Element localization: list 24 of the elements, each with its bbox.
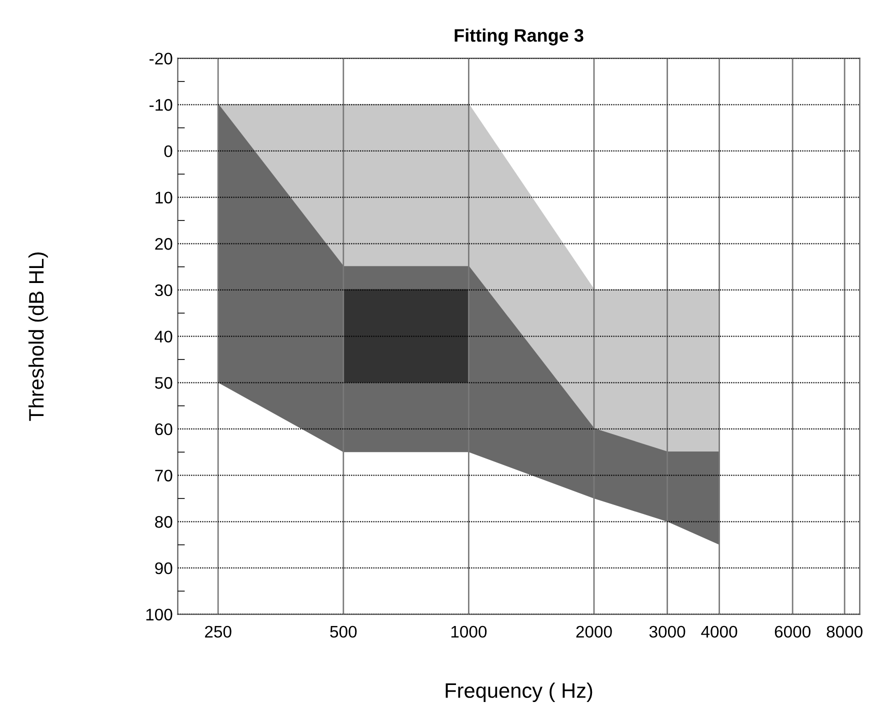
y-axis-title: Threshold (dB HL) — [28, 252, 48, 421]
x-tick-label: 2000 — [576, 626, 612, 638]
y-tick-label: 10 — [156, 192, 172, 204]
y-tick-label: 70 — [155, 470, 172, 482]
x-tick-label: 1000 — [451, 626, 487, 638]
y-tick-label: -20 — [150, 52, 172, 65]
y-tick-label: 20 — [155, 238, 172, 250]
x-tick-label: 500 — [330, 626, 357, 638]
x-axis-title: Frequency ( Hz) — [446, 682, 592, 702]
y-tick-label: 80 — [155, 516, 172, 528]
x-tick-label: 3000 — [649, 626, 686, 638]
y-tick-label: 50 — [155, 377, 172, 389]
y-tick-label: 0 — [164, 145, 172, 158]
chart-title: Fitting Range 3 — [454, 28, 584, 46]
x-tick-label: 8000 — [826, 626, 862, 638]
y-tick-label: 30 — [155, 284, 172, 296]
x-tick-label: 6000 — [774, 626, 810, 638]
y-tick-label: 40 — [154, 330, 172, 343]
y-tick-label: 60 — [155, 423, 172, 436]
y-tick-label: 90 — [155, 562, 172, 574]
y-tick-label: 100 — [146, 608, 172, 621]
y-tick-label: -10 — [150, 99, 172, 111]
x-tick-label: 250 — [205, 626, 232, 638]
x-tick-label: 4000 — [701, 626, 738, 638]
